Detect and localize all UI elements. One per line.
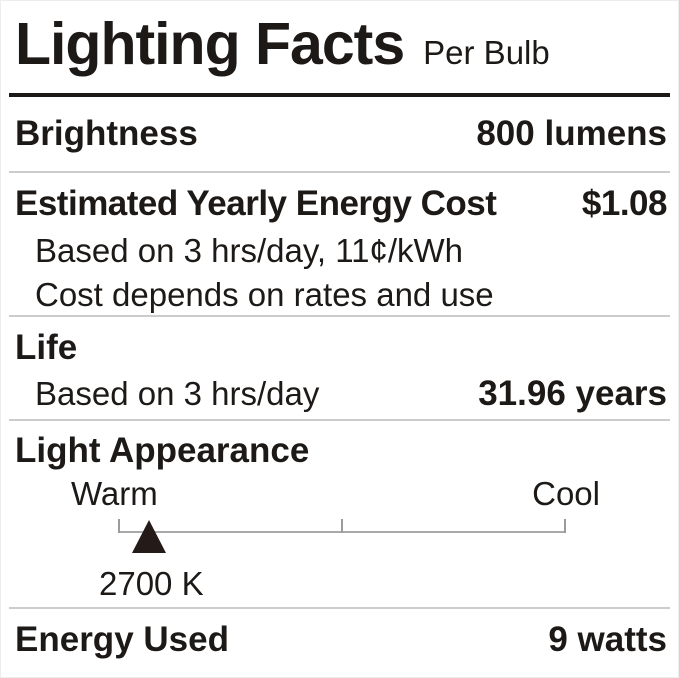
energy-cost-note-rates: Cost depends on rates and use [35, 276, 494, 313]
section-divider [9, 419, 670, 421]
life-label: Life [15, 328, 78, 367]
label-header: Lighting Facts Per Bulb [1, 1, 678, 83]
life-value-row: Based on 3 hrs/day 31.96 years [1, 369, 678, 419]
brightness-label: Brightness [15, 114, 198, 153]
section-divider [9, 315, 670, 317]
energy-cost-value: $1.08 [581, 184, 668, 223]
brightness-row: Brightness 800 lumens [1, 97, 678, 171]
energy-used-row: Energy Used 9 watts [1, 609, 678, 671]
cool-label: Cool [532, 475, 600, 512]
life-section: Life Based on 3 hrs/day 31.96 years [1, 317, 678, 419]
brightness-value: 800 lumens [476, 114, 667, 153]
kelvin-value: 2700 K [99, 565, 204, 602]
label-subtitle: Per Bulb [423, 34, 550, 71]
light-appearance-label: Light Appearance [15, 431, 310, 470]
scale-tick-left [118, 519, 120, 533]
title-rule [9, 93, 670, 97]
section-divider [9, 607, 670, 609]
energy-cost-label: Estimated Yearly Energy Cost [15, 184, 497, 223]
energy-cost-row: Estimated Yearly Energy Cost $1.08 [1, 179, 678, 229]
warm-label: Warm [71, 475, 158, 512]
life-basis-label: Based on 3 hrs/day [35, 375, 320, 412]
light-appearance-title-row: Light Appearance [1, 429, 678, 473]
warm-cool-row: Warm Cool [1, 473, 678, 515]
light-appearance-section: Light Appearance Warm Cool 2700 K [1, 421, 678, 607]
label-title: Lighting Facts [15, 11, 405, 77]
energy-used-label: Energy Used [15, 620, 229, 659]
life-title-row: Life [1, 327, 678, 369]
energy-used-value: 9 watts [548, 620, 667, 659]
section-divider [9, 171, 670, 173]
energy-cost-note-basis: Based on 3 hrs/day, 11¢/kWh [35, 232, 464, 269]
energy-cost-section: Estimated Yearly Energy Cost $1.08 Based… [1, 173, 678, 315]
life-value: 31.96 years [478, 374, 667, 413]
color-temperature-scale [118, 517, 566, 557]
scale-tick-right [564, 519, 566, 533]
scale-tick-middle [341, 519, 343, 533]
kelvin-marker-triangle-icon [131, 520, 166, 553]
